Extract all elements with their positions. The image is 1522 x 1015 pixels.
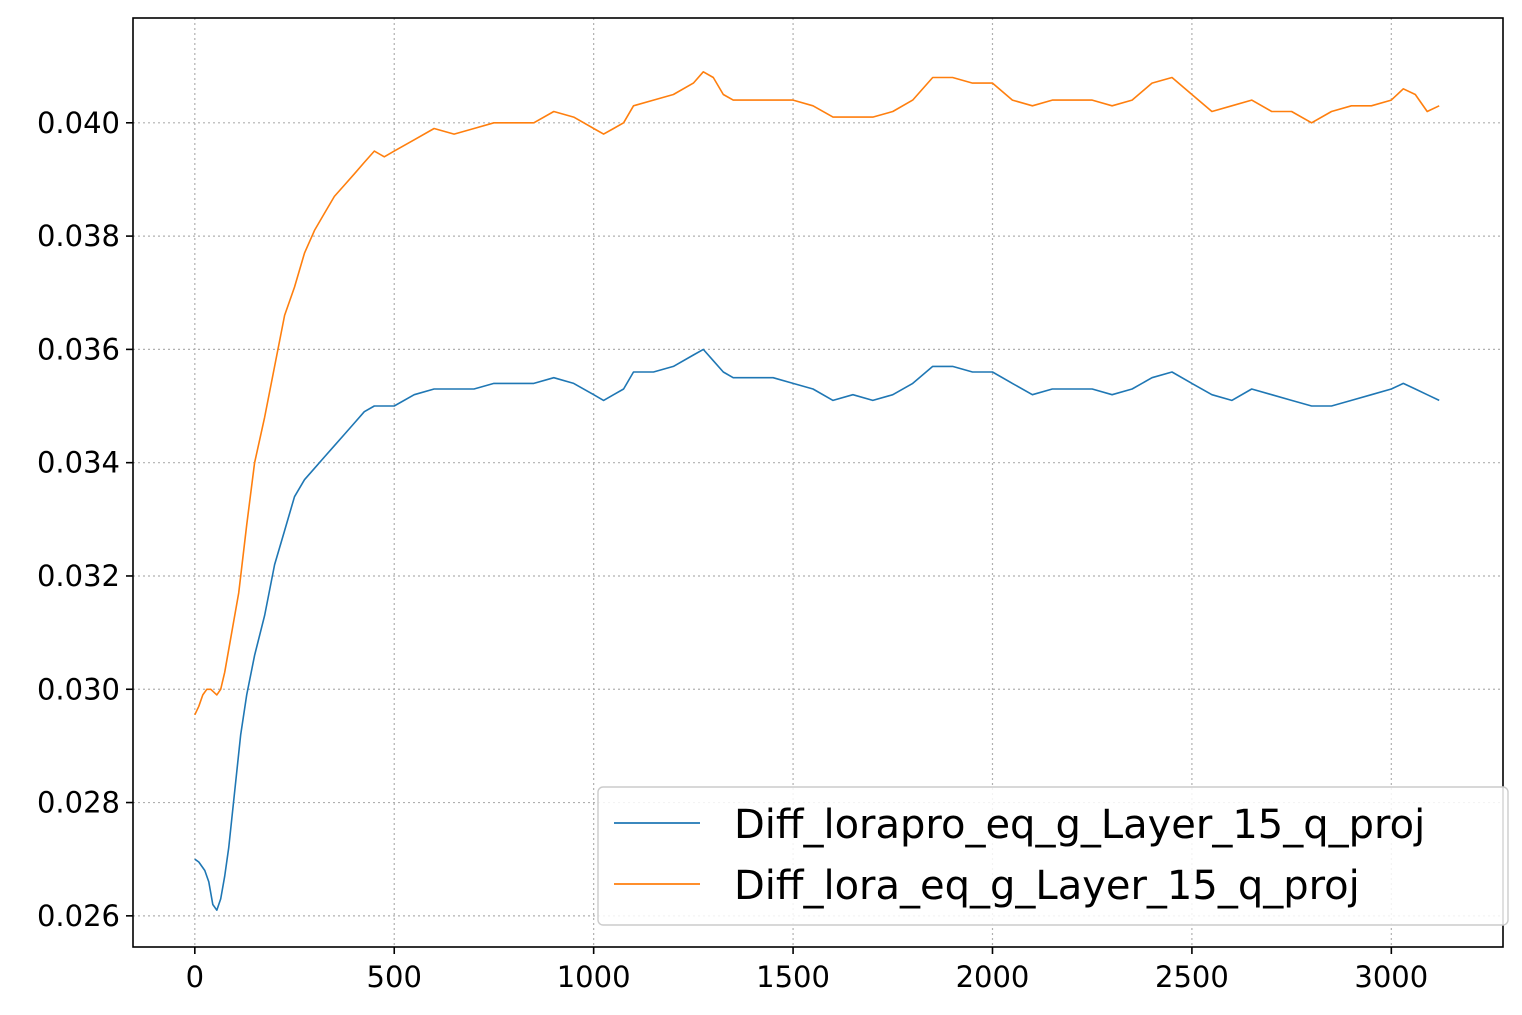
plot-frame bbox=[132, 17, 1504, 948]
x-tick-label: 500 bbox=[367, 960, 422, 994]
y-tick-label: 0.040 bbox=[37, 106, 120, 140]
legend-label-lorapro: Diff_lorapro_eq_g_Layer_15_q_proj bbox=[734, 802, 1425, 848]
y-tick-label: 0.026 bbox=[37, 899, 120, 933]
y-tick-label: 0.036 bbox=[37, 332, 120, 366]
x-tick-label: 1000 bbox=[557, 960, 631, 994]
legend-box bbox=[597, 786, 1509, 926]
series-line-1 bbox=[194, 71, 1440, 716]
series-line-0 bbox=[194, 348, 1440, 912]
y-tick-label: 0.032 bbox=[37, 559, 120, 593]
series-group bbox=[194, 71, 1440, 912]
y-tick-label: 0.034 bbox=[37, 446, 120, 480]
x-tick-label: 2500 bbox=[1155, 960, 1229, 994]
x-tick-label: 2000 bbox=[956, 960, 1030, 994]
legend: Diff_lorapro_eq_g_Layer_15_q_proj Diff_l… bbox=[597, 786, 1509, 926]
x-axis: 0 500 1000 1500 2000 2500 3000 bbox=[186, 947, 1428, 994]
y-axis: 0.026 0.028 0.030 0.032 0.034 0.036 0.038 0.040 bbox=[37, 106, 133, 933]
legend-label-lora: Diff_lora_eq_g_Layer_15_q_proj bbox=[734, 863, 1360, 909]
y-tick-label: 0.028 bbox=[37, 786, 120, 820]
x-tick-label: 0 bbox=[186, 960, 204, 994]
x-tick-label: 1500 bbox=[756, 960, 830, 994]
y-tick-label: 0.038 bbox=[37, 219, 120, 253]
x-tick-label: 3000 bbox=[1354, 960, 1428, 994]
y-tick-label: 0.030 bbox=[37, 672, 120, 706]
